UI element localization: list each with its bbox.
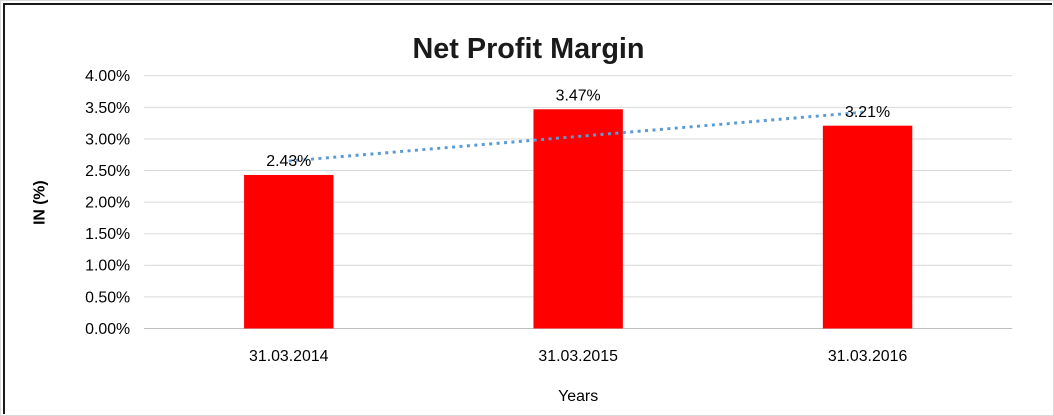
- y-tick-label: 3.00%: [85, 131, 130, 148]
- x-tick-label: 31.03.2014: [249, 348, 329, 365]
- x-axis-title: Years: [558, 388, 598, 405]
- bar-31.03.2015: [533, 109, 623, 329]
- y-tick-label: 0.50%: [85, 289, 130, 306]
- bar-31.03.2016: [822, 125, 913, 329]
- y-tick-label: 1.50%: [85, 226, 130, 243]
- y-tick-label: 1.00%: [85, 258, 130, 275]
- y-tick-label: 4.00%: [85, 68, 130, 85]
- data-label: 2.43%: [266, 153, 311, 170]
- y-axis-title: IN (%): [32, 180, 49, 225]
- y-tick-label: 2.50%: [85, 163, 130, 180]
- y-tick-label: 3.50%: [85, 100, 130, 117]
- net-profit-margin-chart: 0.00% 0.50% 1.00% 1.50% 2.00% 2.50% 3.00% 3.50%…: [32, 33, 1013, 405]
- chart-title: Net Profit Margin: [412, 33, 644, 65]
- y-tick-label: 0.00%: [85, 321, 130, 338]
- bar-31.03.2014: [244, 174, 334, 329]
- data-labels: 2.43% 3.47% 3.21%: [266, 87, 890, 170]
- y-axis-tick-labels: 0.00% 0.50% 1.00% 1.50% 2.00% 2.50% 3.00% 3.50%…: [85, 68, 130, 338]
- y-tick-label: 2.00%: [85, 195, 130, 212]
- data-label: 3.47%: [556, 87, 601, 104]
- x-tick-label: 31.03.2015: [538, 348, 618, 365]
- bar-series: [244, 109, 913, 329]
- data-label: 3.21%: [845, 104, 890, 121]
- x-tick-label: 31.03.2016: [828, 348, 908, 365]
- x-axis-tick-labels: 31.03.2014 31.03.2015 31.03.2016: [249, 348, 907, 365]
- chart-canvas: 0.00% 0.50% 1.00% 1.50% 2.00% 2.50% 3.00% 3.50%…: [3, 3, 1052, 414]
